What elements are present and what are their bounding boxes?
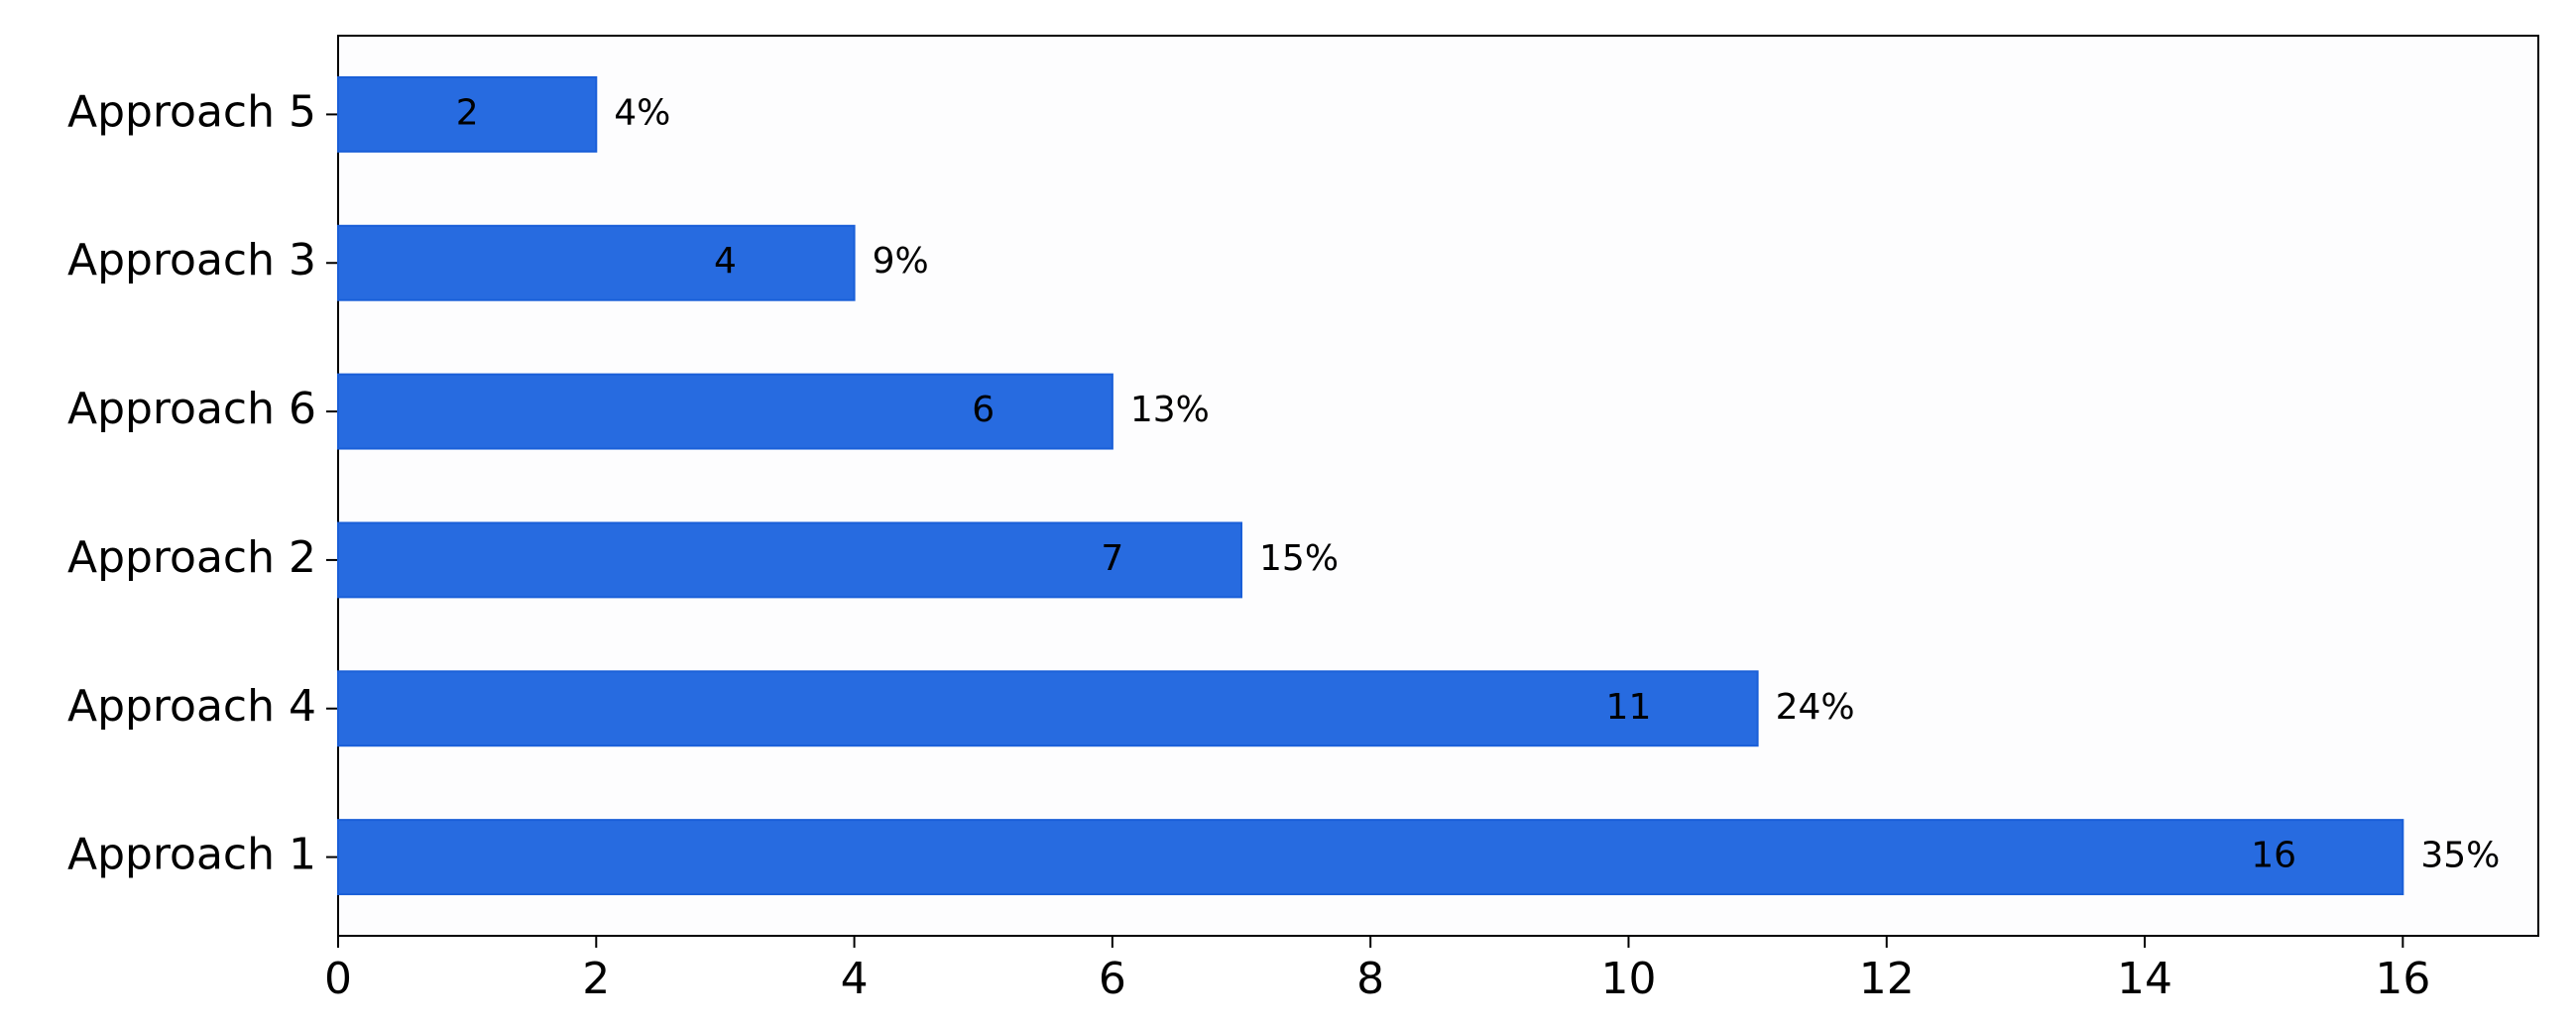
y-tick-label: Approach 3	[67, 235, 316, 286]
bar	[337, 224, 856, 301]
bar-count-label: 6	[972, 390, 995, 430]
y-tick-label: Approach 4	[67, 681, 316, 732]
bar-count-label: 2	[456, 92, 479, 133]
bar-share-label: 15%	[1259, 538, 1339, 579]
bar	[337, 521, 1243, 599]
y-tick-label: Approach 5	[67, 86, 316, 137]
bar-share-label: 35%	[2420, 836, 2500, 876]
x-tick-label: 6	[1099, 954, 1126, 1004]
bar-share-label: 13%	[1130, 390, 1210, 430]
bar	[337, 670, 1759, 747]
bar-share-label: 9%	[873, 241, 929, 282]
bar-count-label: 7	[1101, 538, 1123, 579]
x-tick-label: 16	[2375, 954, 2430, 1004]
y-tick-label: Approach 2	[67, 532, 316, 583]
bar-share-label: 24%	[1776, 687, 1855, 728]
bar	[337, 75, 598, 153]
y-tick-label: Approach 6	[67, 384, 316, 434]
bar-count-label: 4	[714, 241, 737, 282]
bar	[337, 819, 2404, 896]
y-tick-label: Approach 1	[67, 830, 316, 880]
plot-area	[337, 35, 2539, 937]
x-tick-label: 14	[2117, 954, 2172, 1004]
bar	[337, 373, 1113, 450]
x-tick-label: 4	[841, 954, 869, 1004]
x-tick-label: 8	[1356, 954, 1384, 1004]
x-tick-label: 12	[1859, 954, 1915, 1004]
bar-share-label: 4%	[614, 92, 670, 133]
bar-count-label: 11	[1606, 687, 1652, 728]
x-tick-label: 0	[324, 954, 352, 1004]
bar-count-label: 16	[2251, 836, 2296, 876]
x-tick-label: 10	[1600, 954, 1656, 1004]
x-tick-label: 2	[582, 954, 610, 1004]
